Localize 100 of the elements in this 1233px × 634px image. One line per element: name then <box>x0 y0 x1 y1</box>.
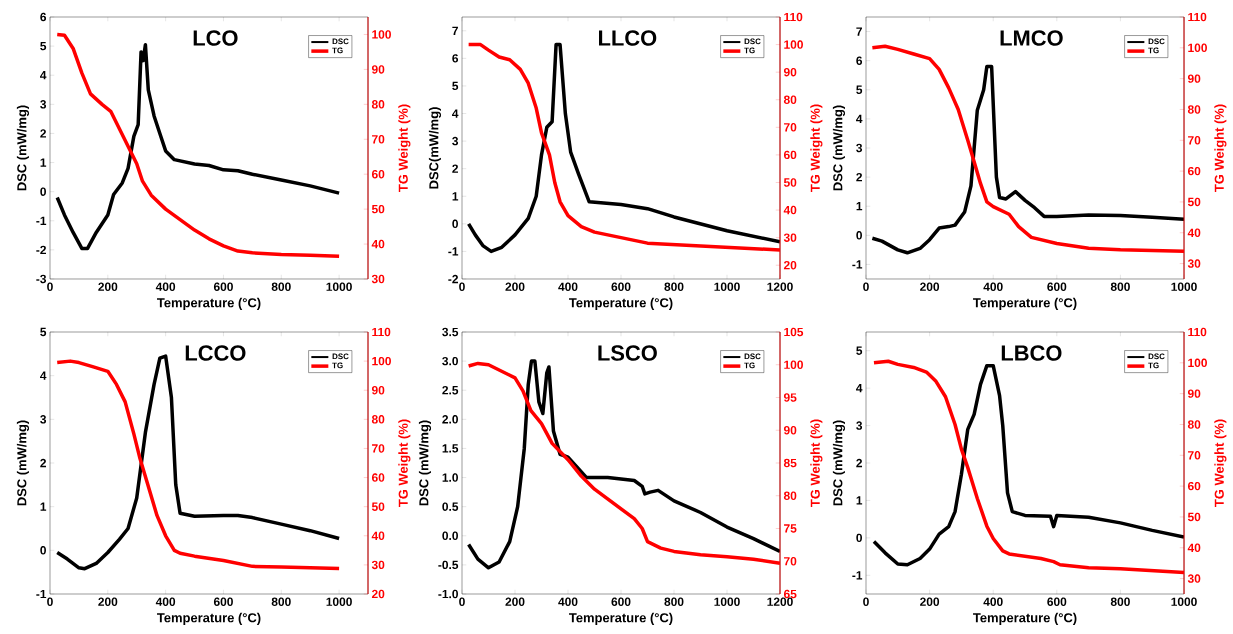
y2-tick-label: 100 <box>1188 358 1207 368</box>
y2-tick-label: 70 <box>784 123 797 132</box>
y-tick-label: 2 <box>40 129 46 138</box>
y2-tick-label: 40 <box>371 531 385 540</box>
y-tick-label: -1 <box>852 260 863 269</box>
chart-title: LCCO <box>185 345 246 361</box>
y-tick-label: 5 <box>40 327 47 337</box>
y2-tick-label: 75 <box>784 524 797 533</box>
y2-tick-label: 60 <box>1187 166 1201 176</box>
x-tick-label: 200 <box>920 282 940 291</box>
y2-tick-label: 30 <box>1187 259 1201 268</box>
y-tick-label: -2 <box>448 274 459 284</box>
y-tick-label: -1.0 <box>438 589 458 599</box>
y2-tick-label: 80 <box>783 491 797 500</box>
y-tick-label: -0.5 <box>438 560 459 570</box>
y-tick-label: 7 <box>452 26 458 35</box>
x-tick-label: 1000 <box>326 597 352 606</box>
y-tick-label: 0 <box>40 546 46 555</box>
x-tick-label: 0 <box>47 597 53 606</box>
x-axis-title: Temperature (°C) <box>157 297 261 310</box>
y2-tick-label: 105 <box>784 327 804 337</box>
y2-axis-title: TG Weight (%) <box>810 104 823 192</box>
y2-tick-label: 40 <box>1187 228 1201 237</box>
x-axis-title: Temperature (°C) <box>973 297 1077 310</box>
y2-tick-label: 30 <box>371 560 385 570</box>
y-tick-label: 6 <box>452 54 459 63</box>
y-tick-label: 3 <box>40 100 47 109</box>
y2-tick-label: 60 <box>371 169 385 179</box>
y-tick-label: 5 <box>856 85 863 94</box>
y2-tick-label: 100 <box>372 356 391 366</box>
y2-tick-label: 110 <box>372 327 391 337</box>
y-tick-label: 1.0 <box>442 473 458 482</box>
y-tick-label: -3 <box>36 274 47 284</box>
y-tick-label: 2 <box>856 458 863 468</box>
x-tick-label: 1200 <box>767 282 793 291</box>
y2-tick-label: 110 <box>1188 327 1207 337</box>
y-tick-label: 3 <box>40 415 47 424</box>
y-tick-label: 2 <box>452 164 459 173</box>
x-tick-label: 400 <box>155 282 176 291</box>
y2-tick-label: 50 <box>371 204 385 214</box>
x-tick-label: 800 <box>664 597 684 606</box>
y2-tick-label: 60 <box>371 473 385 482</box>
x-tick-label: 600 <box>213 282 233 291</box>
chart-title: LLCO <box>599 30 657 46</box>
y2-axis-title: TG Weight (%) <box>1214 104 1227 192</box>
y-axis-title: DSC (mW/mg) <box>418 420 432 506</box>
y2-tick-label: 110 <box>784 12 803 22</box>
x-tick-label: 200 <box>920 597 940 606</box>
x-tick-label: 400 <box>558 282 578 291</box>
y2-tick-label: 100 <box>1188 43 1207 53</box>
y2-axis-title: TG Weight (%) <box>398 104 411 192</box>
x-tick-label: 1000 <box>714 282 740 291</box>
x-tick-label: 200 <box>98 597 118 606</box>
x-axis-title: Temperature (°C) <box>157 612 261 625</box>
x-tick-label: 0 <box>863 597 869 606</box>
y2-tick-label: 110 <box>1188 12 1207 22</box>
y-axis-title: DSC (mW/mg) <box>832 420 846 506</box>
chart-title: LSCO <box>598 345 657 361</box>
x-tick-label: 1000 <box>1171 282 1197 291</box>
y2-axis-title: TG Weight (%) <box>810 419 823 507</box>
chart-title: LBCO <box>1001 345 1062 361</box>
y-tick-label: 1 <box>40 158 47 167</box>
y-tick-label: 2.5 <box>442 385 459 395</box>
x-tick-label: 800 <box>1110 282 1130 291</box>
y-tick-label: 0 <box>856 533 862 543</box>
y2-tick-label: 95 <box>783 393 797 402</box>
x-tick-label: 200 <box>98 282 118 291</box>
y2-tick-label: 90 <box>783 426 797 435</box>
y2-tick-label: 50 <box>1187 197 1201 207</box>
x-tick-label: 800 <box>1110 597 1130 606</box>
y-tick-label: 3 <box>856 421 863 430</box>
x-tick-label: 1000 <box>714 597 740 606</box>
y-tick-label: 4 <box>856 114 863 123</box>
y2-tick-label: 50 <box>1187 512 1201 522</box>
y2-tick-label: 30 <box>1187 574 1201 583</box>
y2-tick-label: 50 <box>371 502 385 511</box>
x-tick-label: 800 <box>271 597 291 606</box>
y2-tick-label: 70 <box>784 557 797 566</box>
x-tick-label: 600 <box>1047 282 1067 291</box>
y-axis-title: DSC (mW/mg) <box>16 420 30 506</box>
y-tick-label: 3.5 <box>442 327 459 337</box>
y2-tick-label: 90 <box>371 386 385 395</box>
y2-tick-label: 80 <box>1187 420 1201 429</box>
y-tick-label: -2 <box>36 245 46 255</box>
x-tick-label: 200 <box>505 597 525 606</box>
y2-tick-label: 100 <box>784 40 803 49</box>
y2-tick-label: 70 <box>372 444 385 453</box>
y-tick-label: 5 <box>40 41 47 51</box>
y-tick-label: 3 <box>856 143 863 153</box>
x-tick-label: 400 <box>155 597 176 606</box>
y-tick-label: 2 <box>856 172 863 182</box>
x-tick-label: 1200 <box>767 597 793 606</box>
x-tick-label: 400 <box>983 282 1003 291</box>
x-tick-label: 1000 <box>326 282 352 291</box>
y-tick-label: 6 <box>856 56 863 65</box>
y2-tick-label: 90 <box>783 67 797 77</box>
x-axis-title: Temperature (°C) <box>569 612 673 625</box>
y-tick-label: 0.0 <box>442 531 458 540</box>
y2-tick-label: 80 <box>783 95 797 104</box>
y-tick-label: 0.5 <box>442 502 459 511</box>
